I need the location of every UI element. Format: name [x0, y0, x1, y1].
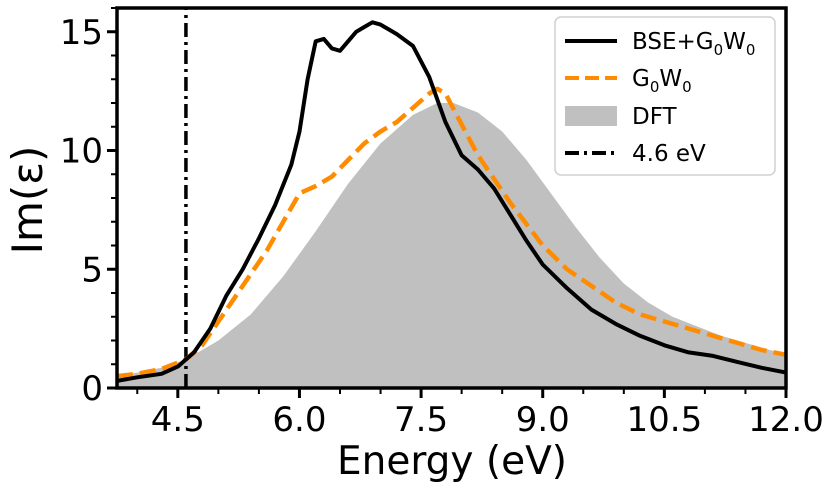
x-axis-title: Energy (eV) [337, 439, 567, 484]
x-tick-label-10.5: 10.5 [627, 400, 703, 440]
y-tick-label-15: 15 [60, 13, 103, 53]
y-tick-label-10: 10 [60, 132, 103, 172]
x-tick-label-12.0: 12.0 [748, 400, 824, 440]
y-tick-label-0: 0 [81, 369, 103, 409]
legend-label-dft: DFT [632, 104, 678, 130]
legend-label-g0w0: G0W0 [632, 66, 692, 96]
plot-series-group [117, 8, 786, 388]
legend-box [554, 16, 776, 176]
x-tick-label-9.0: 9.0 [516, 400, 570, 440]
series-g0w0-line [117, 86, 786, 379]
x-tick-label-4.5: 4.5 [151, 400, 205, 440]
legend-label-bse: BSE+G0W0 [632, 29, 755, 59]
plot-area [117, 8, 786, 388]
legend-label-vline: 4.6 eV [632, 141, 706, 167]
legend-swatch-dft [565, 106, 617, 126]
axes: 4.5 6.0 7.5 9.0 10.5 12.0 0 5 10 15 [60, 6, 824, 440]
y-tick-label-5: 5 [81, 250, 103, 290]
legend: BSE+G0W0 G0W0 DFT 4.6 eV [554, 16, 776, 176]
x-tick-label-7.5: 7.5 [394, 400, 448, 440]
series-bse-line [117, 20, 786, 383]
y-axis-title: Im(ε) [3, 146, 52, 255]
series-dft-area [117, 103, 786, 388]
x-tick-label-6.0: 6.0 [272, 400, 326, 440]
